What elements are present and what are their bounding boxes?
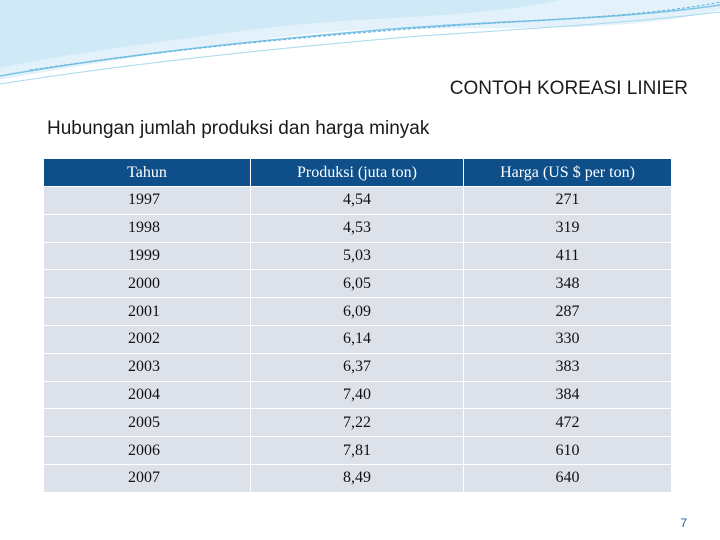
table-cell: 7,40 <box>250 380 464 410</box>
table-cell: 6,14 <box>250 324 464 354</box>
table-cell: 5,03 <box>250 241 464 271</box>
table-row: 1998 4,53 319 <box>43 213 672 243</box>
table-row: 1997 4,54 271 <box>43 186 672 215</box>
column-header: Tahun <box>43 158 251 187</box>
table-row: 2006 7,81 610 <box>43 436 672 465</box>
table-row: 2002 6,14 330 <box>43 324 672 354</box>
table-row: 2003 6,37 383 <box>43 352 672 382</box>
table-cell: 6,37 <box>250 352 464 382</box>
table-body: 1997 4,54 271 1998 4,53 319 1999 5,03 411 2000 6,0… <box>43 186 672 493</box>
table-row: 2005 7,22 472 <box>43 408 672 438</box>
table-row: 2004 7,40 384 <box>43 380 672 410</box>
table-cell: 2004 <box>43 380 251 410</box>
table-cell: 383 <box>463 352 672 382</box>
table-cell: 2007 <box>43 463 251 493</box>
table-cell: 610 <box>463 436 672 465</box>
table-row: 1999 5,03 411 <box>43 241 672 271</box>
table-cell: 7,81 <box>250 436 464 465</box>
wave-decoration <box>0 0 720 85</box>
table-cell: 640 <box>463 463 672 493</box>
table-cell: 4,53 <box>250 213 464 243</box>
table-cell: 348 <box>463 269 672 299</box>
table-row: 2001 6,09 287 <box>43 297 672 326</box>
table-cell: 319 <box>463 213 672 243</box>
table-cell: 6,05 <box>250 269 464 299</box>
wave-line <box>0 11 720 85</box>
slide-subtitle: Hubungan jumlah produksi dan harga minya… <box>47 118 430 139</box>
column-header: Harga (US $ per ton) <box>463 158 672 187</box>
table-cell: 330 <box>463 324 672 354</box>
table-cell: 271 <box>463 186 672 215</box>
table-cell: 2005 <box>43 408 251 438</box>
table-cell: 287 <box>463 297 672 326</box>
header-row: Tahun Produksi (juta ton) Harga (US $ per … <box>43 158 672 187</box>
table-cell: 4,54 <box>250 186 464 215</box>
slide-title: CONTOH KOREASI LINIER <box>449 78 688 99</box>
table-cell: 6,09 <box>250 297 464 326</box>
table-cell: 1999 <box>43 241 251 271</box>
wave-fill <box>0 0 560 68</box>
data-table: Tahun Produksi (juta ton) Harga (US $ per … <box>43 158 672 493</box>
table-cell: 472 <box>463 408 672 438</box>
table-cell: 2006 <box>43 436 251 465</box>
table-row: 2007 8,49 640 <box>43 463 672 493</box>
table-cell: 2000 <box>43 269 251 299</box>
table-cell: 384 <box>463 380 672 410</box>
table-cell: 2002 <box>43 324 251 354</box>
table-cell: 1998 <box>43 213 251 243</box>
table-cell: 2001 <box>43 297 251 326</box>
table-cell: 1997 <box>43 186 251 215</box>
table-cell: 8,49 <box>250 463 464 493</box>
table-cell: 2003 <box>43 352 251 382</box>
column-header: Produksi (juta ton) <box>250 158 464 187</box>
table-cell: 411 <box>463 241 672 271</box>
table-row: 2000 6,05 348 <box>43 269 672 299</box>
page-number: 7 <box>680 516 687 530</box>
table-cell: 7,22 <box>250 408 464 438</box>
wave-line <box>29 1 720 71</box>
